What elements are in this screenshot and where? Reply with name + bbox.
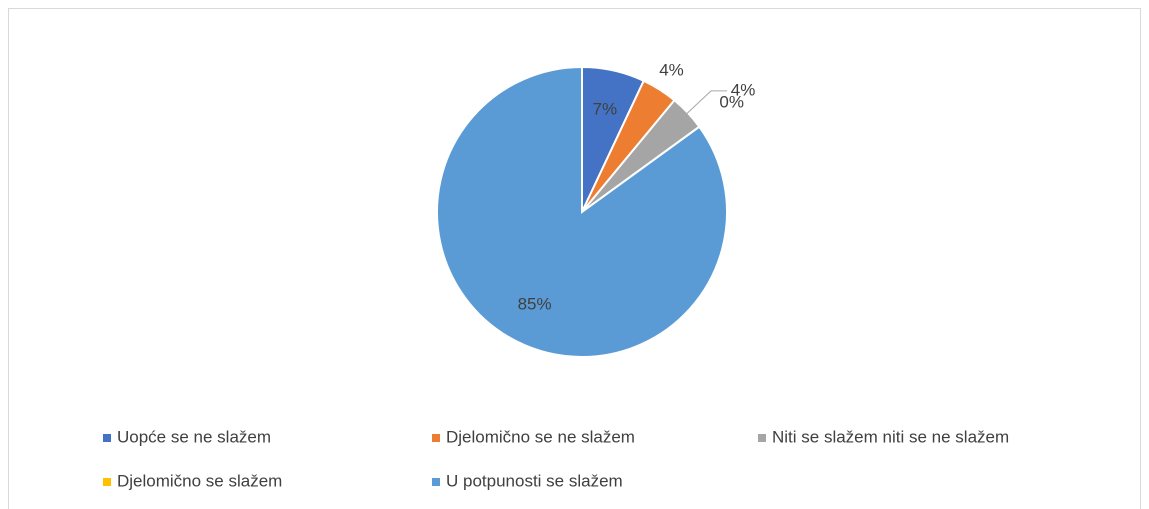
pie-slice bbox=[436, 65, 728, 358]
legend-swatch bbox=[758, 434, 766, 442]
legend-label: Djelomično se ne slažem bbox=[446, 427, 635, 446]
legend-swatch bbox=[103, 478, 111, 486]
data-label: 4% bbox=[731, 80, 756, 99]
legend-swatch bbox=[103, 434, 111, 442]
legend-swatch bbox=[432, 434, 440, 442]
legend-swatch bbox=[432, 478, 440, 486]
leader-line bbox=[682, 90, 728, 119]
legend-label: Uopće se ne slažem bbox=[117, 427, 271, 446]
legend-label: Niti se slažem niti se ne slažem bbox=[772, 427, 1009, 446]
data-label: 0% bbox=[719, 93, 744, 112]
legend-label: Djelomično se slažem bbox=[117, 471, 282, 490]
data-label: 7% bbox=[592, 100, 617, 119]
data-label: 85% bbox=[518, 295, 552, 314]
data-label: 4% bbox=[659, 60, 684, 79]
legend-label: U potpunosti se slažem bbox=[446, 471, 623, 490]
